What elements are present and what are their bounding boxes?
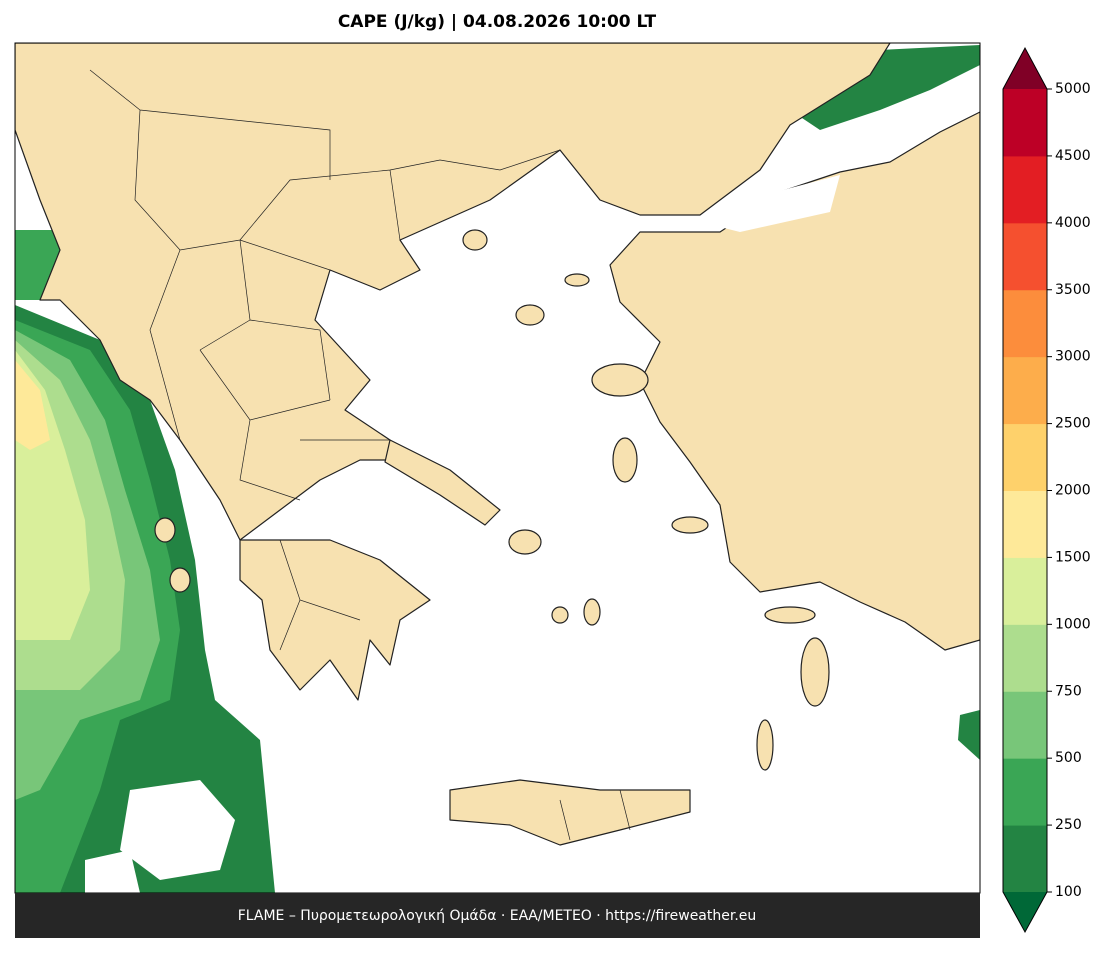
colorbar-tick-label: 3000 [1055, 349, 1091, 365]
island [591, 363, 649, 397]
colorbar-tick-label: 2000 [1055, 483, 1091, 499]
colorbar-tick-label: 2500 [1055, 416, 1091, 432]
colorbar-band [1003, 423, 1047, 491]
island [564, 273, 590, 287]
island [154, 517, 176, 543]
colorbar-band [1003, 691, 1047, 759]
border [89, 69, 631, 841]
colorbar-band [1003, 624, 1047, 692]
colorbar-tick-label: 750 [1055, 683, 1082, 699]
colorbar-tick-label: 4000 [1055, 215, 1091, 231]
land [15, 43, 891, 541]
island [551, 606, 569, 624]
island [800, 637, 830, 707]
map-title: CAPE (J/kg) | 04.08.2026 10:00 LT [338, 12, 657, 32]
colorbar-tick-label: 4500 [1055, 148, 1091, 164]
colorbar-tick-label: 100 [1055, 884, 1082, 900]
land [449, 779, 691, 846]
land [384, 439, 501, 526]
colorbar-under [1003, 892, 1047, 932]
colorbar-tick-label: 500 [1055, 750, 1082, 766]
colorbar-band [1003, 825, 1047, 893]
map [15, 43, 980, 893]
footer-text: FLAME – Πυρομετεωρολογική Ομάδα · ΕΑΑ/ME… [238, 908, 757, 924]
island [756, 719, 774, 771]
island [583, 598, 601, 626]
island [508, 529, 542, 555]
colorbar-tick-label: 1000 [1055, 616, 1091, 632]
colorbar-band [1003, 155, 1047, 224]
colorbar: 100 250 500 750 1000 1500 2000 2500 3000 3500 4000… [1002, 46, 1091, 934]
island [169, 567, 191, 593]
land [609, 111, 980, 651]
colorbar-band [1003, 356, 1047, 425]
island [515, 304, 545, 326]
island [612, 437, 638, 483]
colorbar-over [1003, 48, 1047, 89]
colorbar-band [1003, 289, 1047, 358]
colorbar-band [1003, 89, 1047, 157]
colorbar-tick-label: 250 [1055, 817, 1082, 833]
colorbar-band [1003, 222, 1047, 291]
colorbar-band [1003, 758, 1047, 826]
cape-field [958, 710, 980, 760]
sea [700, 175, 840, 232]
colorbar-tick-label: 5000 [1055, 81, 1091, 97]
cape-field [790, 45, 980, 130]
colorbar-tick-label: 3500 [1055, 282, 1091, 298]
sea [85, 850, 140, 893]
colorbar-band [1003, 490, 1047, 558]
cape-field [15, 360, 50, 450]
footer-bar [15, 893, 980, 938]
colorbar-band [1003, 557, 1047, 625]
island [462, 229, 488, 251]
island [671, 516, 709, 534]
sea [120, 780, 235, 880]
island [764, 606, 816, 624]
colorbar-tick-label: 1500 [1055, 549, 1091, 565]
land [239, 539, 431, 701]
